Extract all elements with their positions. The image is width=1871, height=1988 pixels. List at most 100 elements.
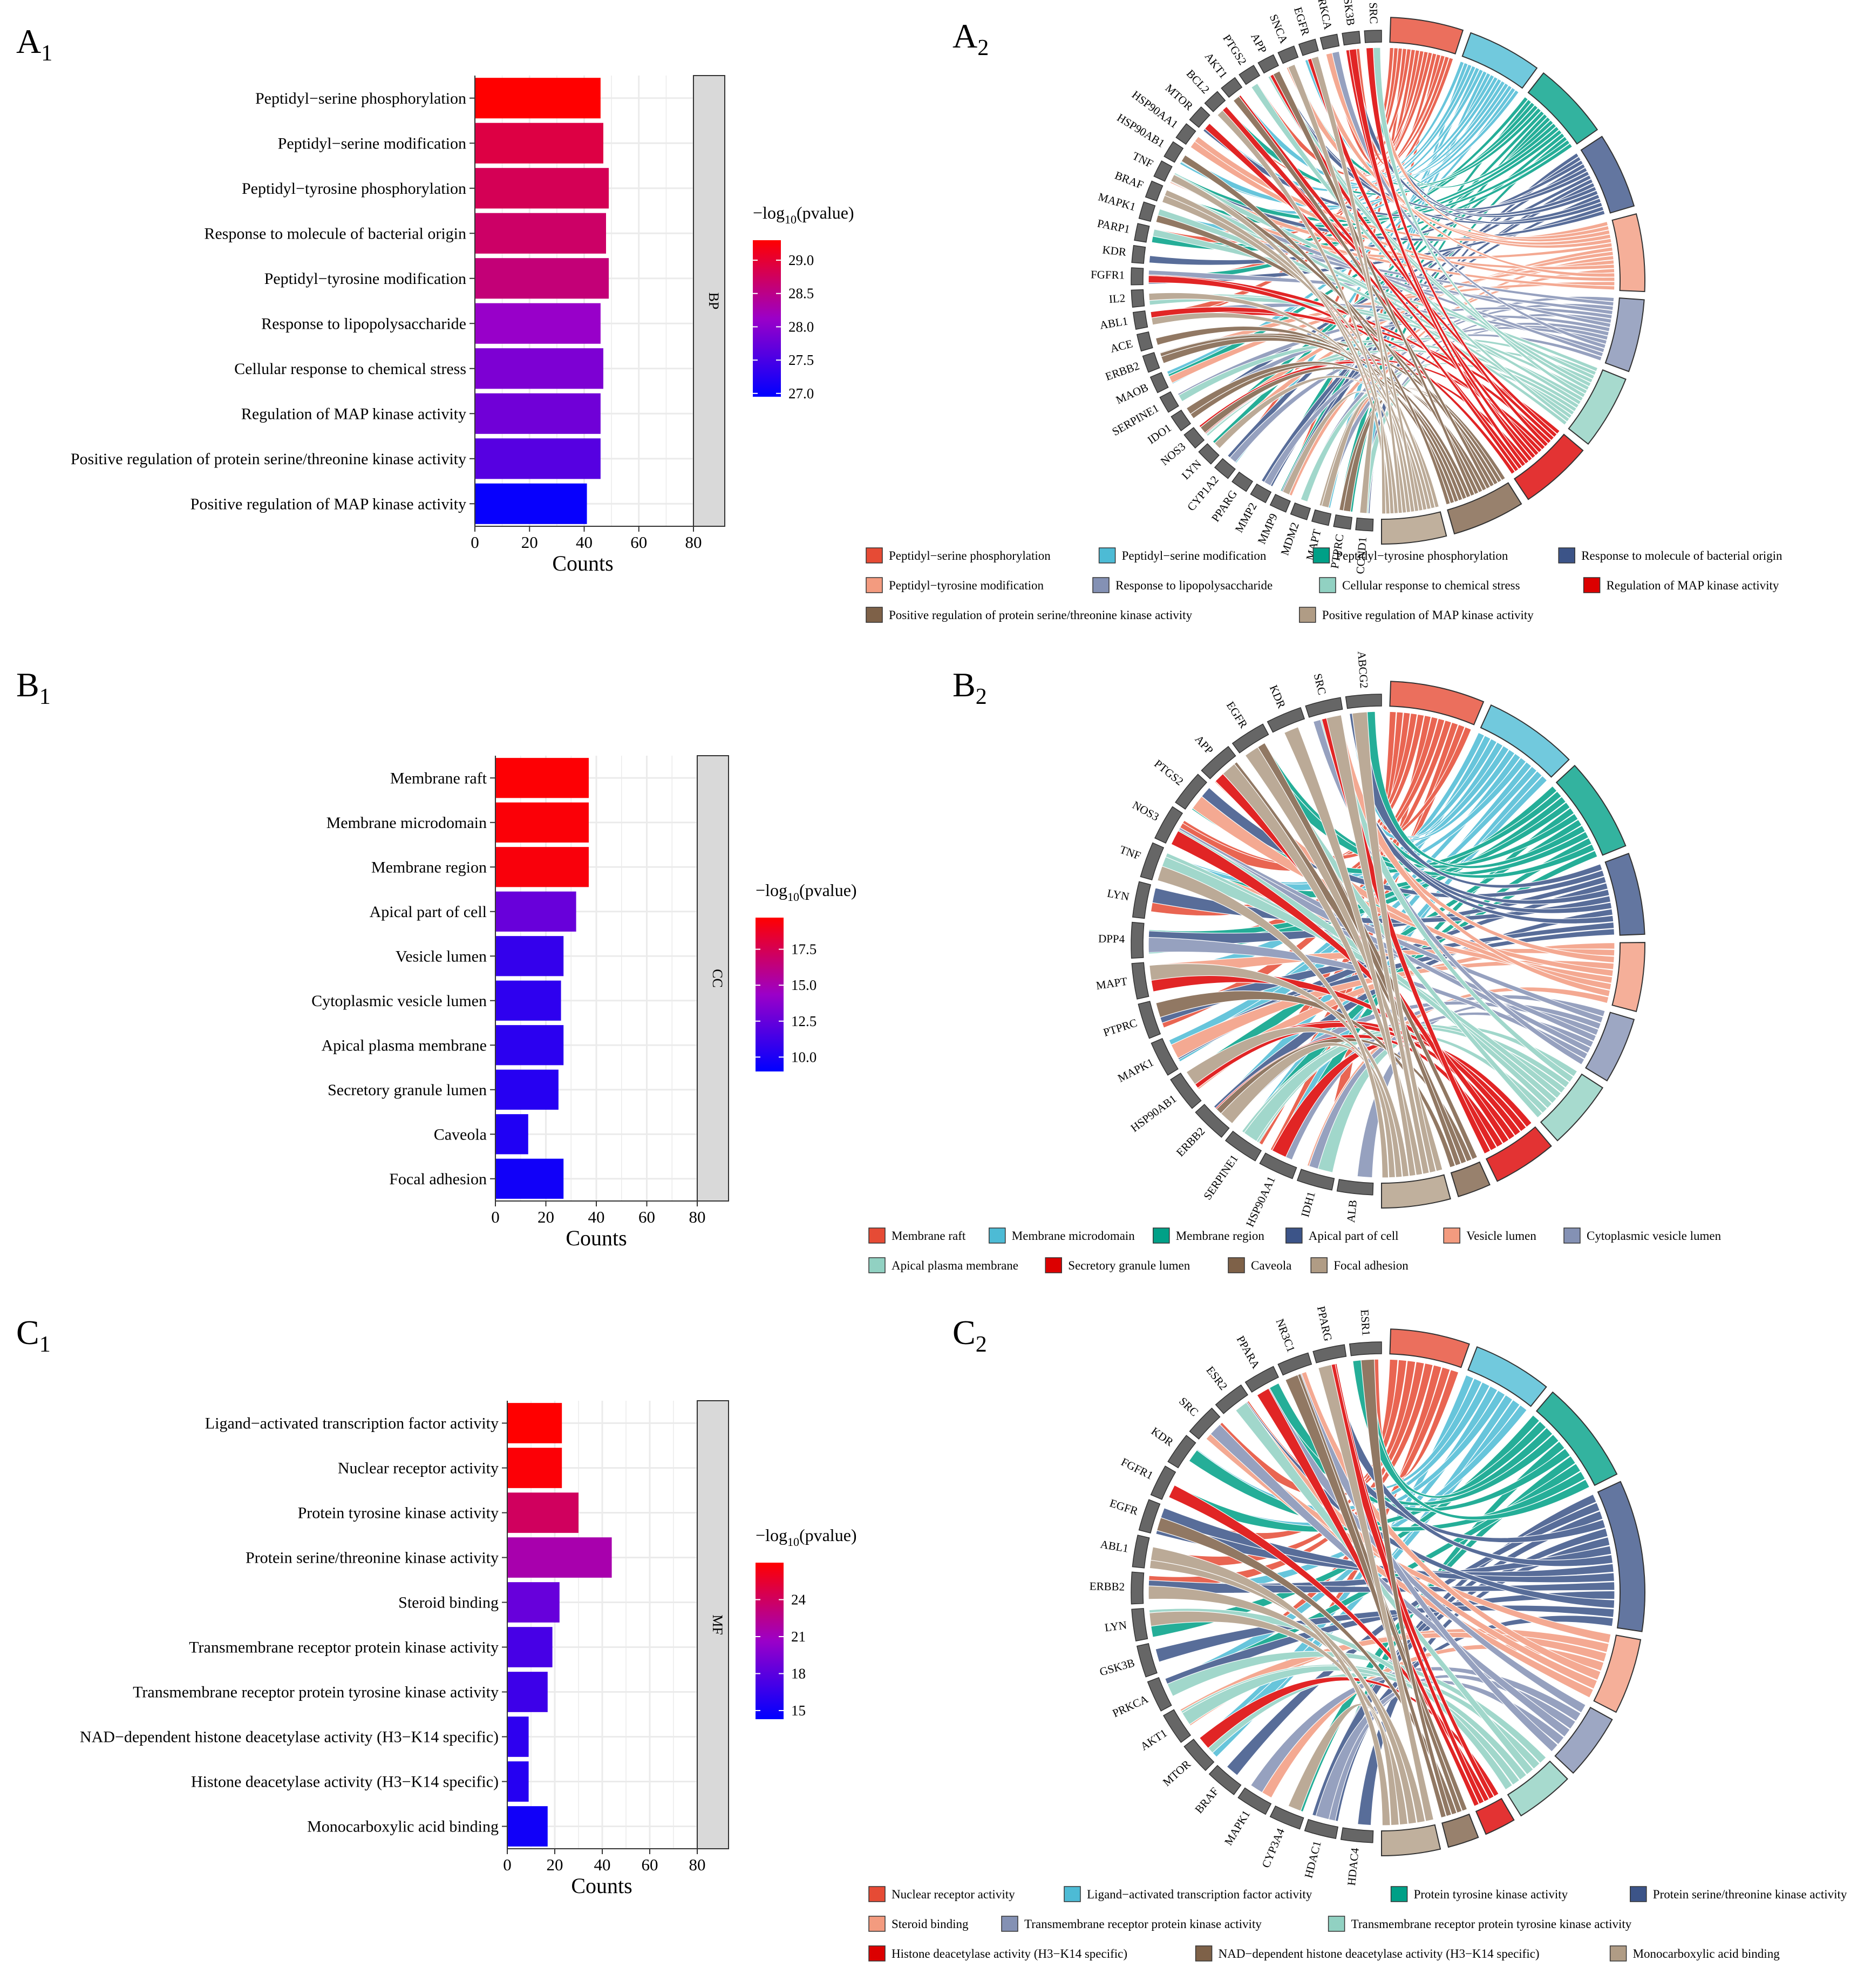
gene-sector: [1136, 1643, 1158, 1678]
legend-swatch: [1228, 1257, 1245, 1273]
gene-sector: [1201, 745, 1236, 779]
legend-label: Protein serine/threonine kinase activity: [1653, 1888, 1847, 1901]
gene-label: IDH1: [1298, 1190, 1318, 1219]
panel-subscript: 1: [41, 41, 52, 66]
panel-letter: B: [952, 666, 976, 704]
legend-swatch: [1092, 577, 1110, 593]
gene-label: EGFR: [1291, 5, 1312, 37]
legend-tick-label: 15.0: [791, 977, 817, 993]
term-sector: [1611, 942, 1645, 1013]
bar: [475, 123, 603, 164]
gene-sector: [1232, 723, 1269, 754]
svg-text:A2: A2: [952, 17, 989, 60]
legend-tick-label: 17.5: [791, 941, 817, 958]
svg-text:A1: A1: [16, 22, 52, 66]
legend-colorbar: [756, 918, 784, 1071]
legend-swatch: [1558, 547, 1575, 564]
gene-label: HSP90AB1: [1128, 1092, 1179, 1135]
x-tick-label: 0: [491, 1207, 500, 1226]
gene-sector: [1269, 493, 1291, 513]
legend-title: −log10(pvalue): [753, 203, 854, 226]
bar: [475, 303, 601, 344]
gene-sector: [1237, 1787, 1272, 1815]
gene-sector: [1189, 106, 1210, 128]
gene-label: CYP3A4: [1259, 1826, 1287, 1870]
bar: [495, 1114, 528, 1155]
gene-label: FGFR1: [1119, 1455, 1155, 1482]
legend-swatch: [866, 607, 883, 623]
panel-label-C2: C2: [952, 1313, 987, 1357]
gene-label: DPP4: [1098, 932, 1125, 946]
gene-sector: [1131, 921, 1145, 959]
gene-sector: [1151, 1037, 1179, 1076]
gene-sector: [1364, 30, 1382, 43]
bar: [495, 1069, 559, 1110]
bar-chart-A1: Peptidyl−serine phosphorylation Peptidyl−…: [71, 75, 854, 575]
gene-sector: [1319, 33, 1340, 50]
bar: [475, 258, 609, 299]
chord-link: [1210, 1423, 1570, 1738]
chord-link: [1283, 726, 1416, 1177]
legend-tick-label: 27.0: [788, 385, 814, 402]
bar: [507, 1492, 579, 1533]
x-tick-label: 80: [689, 1207, 706, 1226]
legend-label: Monocarboxylic acid binding: [1633, 1947, 1780, 1960]
bar-chart-B1: Membrane raft Membrane microdomain Membran…: [311, 755, 857, 1250]
bar-chart-C1: Ligand−activated transcription factor ac…: [80, 1400, 857, 1898]
chord-link: [1155, 325, 1463, 501]
legend-label: Cellular response to chemical stress: [1342, 579, 1520, 592]
chord-link: [1331, 51, 1607, 349]
chord-link: [1326, 714, 1430, 1175]
term-sector: [1381, 1174, 1451, 1209]
panel-letter: A: [952, 17, 977, 55]
chord-link: [1349, 48, 1526, 467]
legend-swatch: [1098, 547, 1116, 564]
gene-sector: [1312, 1344, 1347, 1363]
gene-sector: [1305, 697, 1343, 718]
gene-label: SRC: [1367, 2, 1380, 24]
legend-title-suffix: (pvalue): [799, 880, 857, 900]
gene-sector: [1142, 352, 1160, 373]
category-label: Membrane region: [371, 858, 487, 876]
legend-swatch: [1045, 1257, 1062, 1273]
legend-tick-label: 28.5: [788, 286, 814, 302]
gene-sector: [1342, 31, 1361, 46]
chord-link: [1273, 70, 1475, 497]
term-sector: [1381, 511, 1447, 545]
svg-text:C2: C2: [952, 1313, 987, 1357]
legend-swatch: [1153, 1227, 1170, 1244]
gene-label: GSK3B: [1098, 1656, 1137, 1678]
legend-label: Vesicle lumen: [1466, 1229, 1536, 1243]
category-label: Nuclear receptor activity: [338, 1460, 499, 1477]
gene-sector: [1208, 1765, 1242, 1795]
gene-sector: [1232, 471, 1254, 492]
gene-label: MTOR: [1160, 1758, 1193, 1789]
gene-sector: [1149, 372, 1169, 393]
legend-title-prefix: −log: [756, 1525, 787, 1545]
legend-tick-label: 12.5: [791, 1013, 817, 1029]
gene-sector: [1183, 1739, 1215, 1772]
legend-swatch: [1563, 1227, 1581, 1244]
gene-sector: [1311, 509, 1332, 526]
legend-swatch: [1195, 1945, 1213, 1962]
legend-swatch: [1285, 1227, 1303, 1244]
category-label: Caveola: [434, 1125, 487, 1143]
chord-link: [1312, 717, 1585, 1066]
legend-label: Peptidyl−tyrosine modification: [889, 579, 1044, 592]
legend-swatch: [1312, 547, 1330, 564]
facet-label: CC: [710, 969, 725, 988]
gene-sector: [1214, 458, 1236, 479]
category-label: Peptidyl−serine modification: [278, 134, 466, 152]
bar: [507, 1403, 562, 1443]
gene-sector: [1183, 427, 1205, 449]
panel-subscript: 1: [39, 1332, 51, 1357]
legend-label: Positive regulation of MAP kinase activi…: [1322, 608, 1534, 622]
x-tick-label: 40: [594, 1855, 611, 1874]
legend-swatch: [1319, 577, 1336, 593]
gene-sector: [1340, 1827, 1374, 1843]
term-sector: [1441, 1813, 1479, 1848]
term-sector: [1381, 1824, 1441, 1857]
legend-title-prefix: −log: [756, 880, 787, 900]
